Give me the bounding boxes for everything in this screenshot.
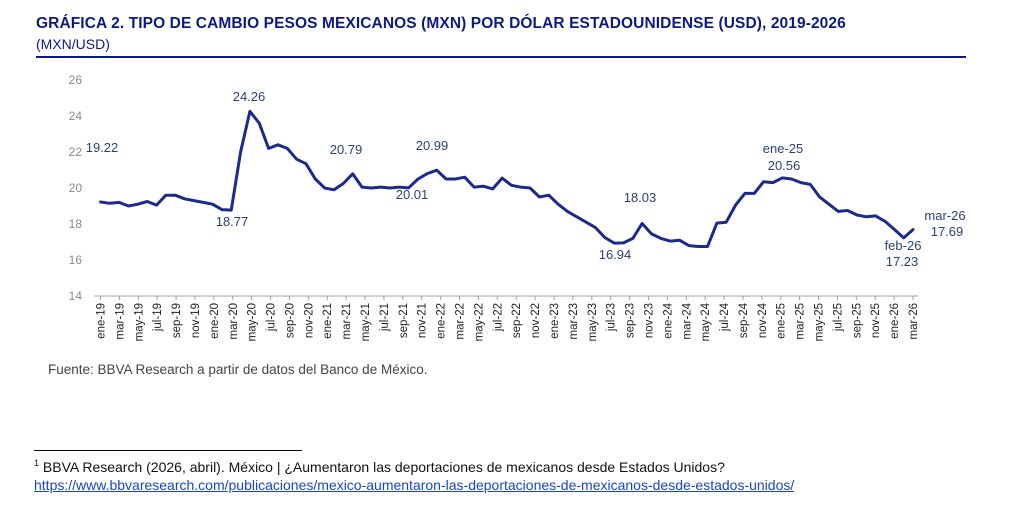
y-tick-label: 18 xyxy=(69,217,83,231)
x-tick-label: jul-23 xyxy=(606,303,618,332)
data-label: 20.56 xyxy=(768,158,801,173)
footnote-divider xyxy=(34,450,302,451)
x-tick-label: jul-21 xyxy=(379,303,391,332)
footnote-link[interactable]: https://www.bbvaresearch.com/publicacion… xyxy=(34,477,795,493)
x-tick-label: jul-20 xyxy=(266,303,278,332)
data-label: 17.69 xyxy=(931,224,964,239)
y-tick-label: 26 xyxy=(69,73,83,87)
data-label: 19.22 xyxy=(86,140,119,155)
x-tick-label: mar-19 xyxy=(114,303,126,339)
x-tick-label: may-20 xyxy=(247,303,259,341)
data-label: 20.99 xyxy=(416,138,449,153)
x-tick-label: ene-26 xyxy=(889,303,901,339)
y-tick-label: 20 xyxy=(69,181,83,195)
data-label: 20.79 xyxy=(330,142,363,157)
x-tick-label: mar-23 xyxy=(568,303,580,339)
x-tick-label: jul-25 xyxy=(832,303,844,332)
x-tick-label: ene-21 xyxy=(322,303,334,339)
x-tick-label: mar-20 xyxy=(228,303,240,339)
y-tick-label: 22 xyxy=(69,145,83,159)
x-tick-label: may-24 xyxy=(700,302,712,341)
x-tick-label: may-21 xyxy=(360,303,372,341)
x-tick-label: ene-23 xyxy=(549,303,561,339)
x-tick-label: ene-24 xyxy=(662,302,674,338)
data-label: 17.23 xyxy=(886,254,919,269)
x-tick-label: jul-22 xyxy=(492,303,504,332)
x-tick-label: nov-23 xyxy=(643,303,655,338)
x-tick-label: nov-25 xyxy=(870,303,882,338)
source-note: Fuente: BBVA Research a partir de datos … xyxy=(48,362,428,377)
data-label: 18.03 xyxy=(624,190,657,205)
data-label: ene-25 xyxy=(763,141,803,156)
x-tick-label: nov-20 xyxy=(303,303,315,338)
x-tick-label: may-19 xyxy=(133,303,145,341)
x-tick-label: sep-21 xyxy=(398,303,410,338)
y-tick-label: 14 xyxy=(69,289,83,303)
data-label: 16.94 xyxy=(599,247,632,262)
x-tick-label: mar-24 xyxy=(681,302,693,339)
x-tick-label: jul-24 xyxy=(719,302,731,332)
x-tick-label: nov-24 xyxy=(757,302,769,338)
x-tick-label: sep-23 xyxy=(625,303,637,338)
x-tick-label: sep-24 xyxy=(738,302,750,338)
exchange-rate-chart: 14 16 18 20 22 24 26 ene-19 mar-19 may-19 jul-19 se… xyxy=(69,73,966,341)
data-label: feb-26 xyxy=(885,238,922,253)
x-tick-label: nov-22 xyxy=(530,303,542,338)
x-tick-label: ene-22 xyxy=(436,303,448,339)
title-divider xyxy=(36,56,966,58)
x-tick-label: sep-22 xyxy=(511,303,523,338)
x-tick-label: ene-25 xyxy=(776,303,788,339)
x-tick-label: mar-26 xyxy=(908,303,920,339)
data-label: 18.77 xyxy=(216,214,249,229)
chart-title: GRÁFICA 2. TIPO DE CAMBIO PESOS MEXICANO… xyxy=(36,15,846,32)
chart-subtitle: (MXN/USD) xyxy=(36,36,110,52)
x-tick-label: mar-21 xyxy=(341,303,353,339)
x-tick-label: nov-19 xyxy=(190,303,202,338)
x-tick-label: sep-20 xyxy=(284,303,296,338)
x-tick-label: nov-21 xyxy=(417,303,429,338)
x-tick-label: may-22 xyxy=(473,303,485,341)
data-label: 24.26 xyxy=(233,89,266,104)
x-tick-label: sep-25 xyxy=(851,303,863,338)
x-tick-label: jul-19 xyxy=(152,303,164,332)
footnote: 1 BBVA Research (2026, abril). México | … xyxy=(34,458,725,475)
x-tick-label: mar-22 xyxy=(455,303,467,339)
series-line xyxy=(99,109,915,248)
data-label: 20.01 xyxy=(396,187,429,202)
x-tick-label: ene-20 xyxy=(209,303,221,339)
footnote-text: BBVA Research (2026, abril). México | ¿A… xyxy=(39,459,725,475)
footnote-marker: 1 xyxy=(34,458,40,468)
x-tick-label: sep-19 xyxy=(171,303,183,338)
x-tick-label: may-25 xyxy=(814,303,826,341)
y-tick-label: 24 xyxy=(69,109,83,123)
data-label: mar-26 xyxy=(924,208,965,223)
y-tick-label: 16 xyxy=(69,253,83,267)
x-tick-label: ene-19 xyxy=(96,303,108,339)
x-tick-label: may-23 xyxy=(587,303,599,341)
x-tick-label: mar-25 xyxy=(795,303,807,339)
